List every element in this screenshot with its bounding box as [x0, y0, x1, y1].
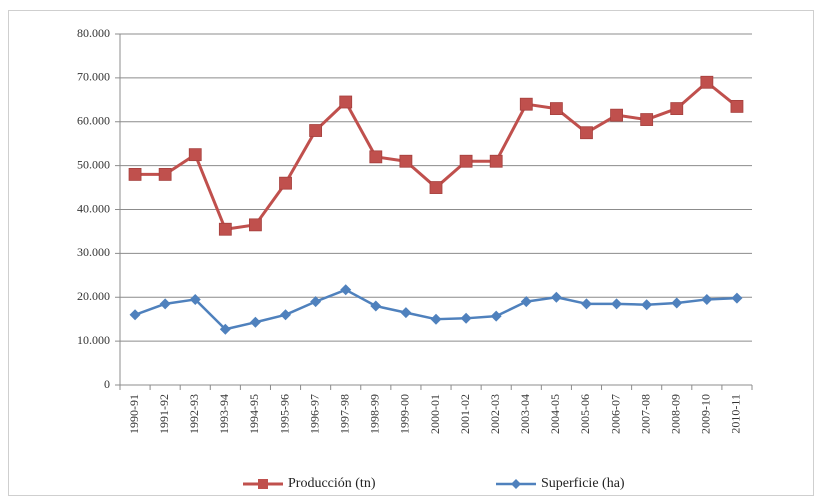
- x-tick-label: 2007-08: [638, 394, 652, 434]
- data-point: [731, 292, 743, 304]
- data-point: [249, 316, 261, 328]
- x-tick-label: 2009-10: [699, 394, 713, 434]
- x-tick-label: 1996-97: [307, 394, 321, 434]
- x-tick-label: 1990-91: [127, 394, 141, 434]
- data-point: [369, 150, 383, 164]
- axes: [115, 33, 753, 390]
- x-tick-label: 1999-00: [398, 394, 412, 434]
- data-point: [549, 102, 563, 115]
- data-point: [129, 309, 141, 321]
- data-point: [700, 75, 714, 89]
- data-point: [429, 181, 443, 194]
- data-point: [189, 293, 201, 305]
- y-tick-labels: 0 10.000 20.000 30.000 40.000 50.000 60.000 70.…: [77, 26, 110, 391]
- y-tick-label: 30.000: [77, 245, 110, 259]
- legend-label: Superficie (ha): [541, 476, 625, 491]
- data-point: [400, 307, 412, 319]
- data-point: [460, 312, 472, 324]
- data-point: [370, 300, 382, 312]
- x-tick-label: 2000-01: [428, 394, 442, 434]
- data-point: [310, 296, 322, 308]
- data-point: [159, 298, 171, 310]
- x-tick-label: 1991-92: [157, 394, 171, 434]
- data-point: [580, 298, 592, 310]
- y-tick-label: 60.000: [77, 114, 110, 128]
- series-2: [129, 284, 743, 335]
- legend-marker: [511, 479, 521, 489]
- data-point: [279, 176, 292, 190]
- y-tick-label: 20.000: [77, 289, 110, 303]
- series-1: [128, 75, 744, 236]
- x-tick-label: 1998-99: [368, 394, 382, 434]
- x-tick-label: 2006-07: [608, 394, 622, 434]
- y-tick-label: 70.000: [77, 70, 110, 84]
- data-point: [249, 218, 262, 232]
- x-tick-label: 1995-96: [277, 394, 291, 434]
- x-tick-labels: 1990-91 1991-92 1992-93 1993-94 1994-95 1995-…: [127, 394, 743, 434]
- data-point: [399, 154, 413, 168]
- data-point: [701, 293, 713, 305]
- data-point: [489, 154, 503, 168]
- x-tick-label: 1993-94: [217, 394, 231, 434]
- y-tick-label: 0: [104, 377, 110, 391]
- x-tick-label: 2010-11: [729, 394, 743, 434]
- legend: Producción (tn) Superficie (ha): [243, 476, 625, 491]
- x-tick-label: 2004-05: [548, 394, 562, 434]
- data-point: [670, 102, 684, 115]
- data-point: [219, 323, 231, 335]
- data-point: [610, 108, 623, 122]
- data-point: [158, 167, 172, 181]
- data-point: [580, 126, 593, 140]
- data-point: [671, 297, 683, 309]
- data-point: [611, 298, 623, 310]
- data-point: [459, 154, 473, 168]
- legend-item: Superficie (ha): [496, 476, 625, 491]
- x-tick-label: 2005-06: [578, 394, 592, 434]
- data-point: [730, 99, 744, 113]
- data-point: [339, 95, 353, 109]
- series: [128, 75, 744, 335]
- y-tick-label: 50.000: [77, 157, 110, 171]
- data-point: [340, 284, 352, 296]
- data-point: [490, 310, 502, 322]
- data-point: [550, 291, 562, 303]
- y-tick-label: 10.000: [77, 333, 110, 347]
- data-point: [188, 148, 202, 162]
- data-point: [519, 97, 533, 111]
- data-point: [520, 296, 532, 308]
- data-point: [309, 124, 323, 137]
- data-point: [641, 299, 653, 311]
- x-tick-label: 1994-95: [247, 394, 261, 434]
- legend-item: Producción (tn): [243, 476, 376, 491]
- data-point: [430, 313, 442, 325]
- x-tick-label: 1992-93: [187, 394, 201, 434]
- x-tick-label: 2002-03: [488, 394, 502, 434]
- data-point: [128, 167, 142, 181]
- data-point: [280, 309, 292, 321]
- data-point: [640, 113, 654, 126]
- series-line: [135, 80, 738, 231]
- legend-marker: [258, 479, 268, 489]
- legend-label: Producción (tn): [288, 476, 376, 491]
- y-tick-label: 80.000: [77, 26, 110, 40]
- x-tick-label: 2003-04: [518, 394, 532, 434]
- data-point: [218, 222, 232, 236]
- x-tick-label: 2001-02: [458, 394, 472, 434]
- x-tick-label: 1997-98: [337, 394, 351, 434]
- y-tick-label: 40.000: [77, 201, 110, 215]
- x-tick-label: 2008-09: [669, 394, 683, 434]
